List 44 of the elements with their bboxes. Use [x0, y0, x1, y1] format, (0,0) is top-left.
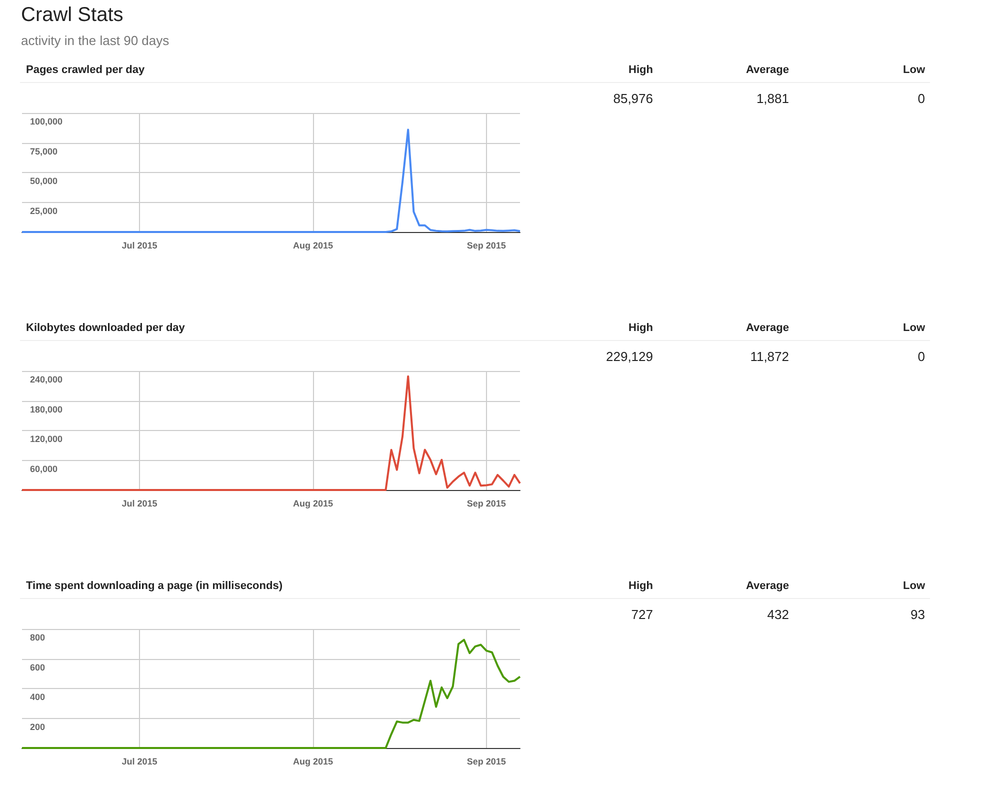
- text: Low: [903, 580, 925, 592]
- chart-title: Crawl Stats: [21, 4, 124, 27]
- y-tick-label: 25,000: [30, 206, 58, 216]
- x-tick-label: Jul 2015: [122, 756, 158, 766]
- text: 432: [767, 607, 789, 622]
- y-tick-label: 800: [30, 632, 46, 642]
- text: High: [628, 580, 653, 592]
- text: 1,881: [756, 91, 789, 106]
- x-tick-label: Aug 2015: [292, 240, 333, 250]
- y-tick-label: 240,000: [30, 374, 63, 384]
- y-tick-label: 180,000: [30, 404, 63, 414]
- text: 727: [631, 607, 653, 622]
- x-tick-label: Aug 2015: [292, 498, 333, 508]
- text: 229,129: [606, 349, 653, 364]
- chart-subtitle: activity in the last 90 days: [21, 33, 170, 48]
- x-tick-label: Sep 2015: [466, 498, 506, 508]
- y-tick-label: 100,000: [30, 116, 63, 126]
- y-axis-title: Pages crawled per day: [26, 64, 145, 76]
- text: Low: [903, 64, 925, 76]
- text: High: [628, 322, 653, 334]
- y-tick-label: 200: [30, 722, 46, 732]
- y-tick-label: 120,000: [30, 434, 63, 444]
- x-tick-label: Sep 2015: [466, 756, 506, 766]
- x-tick-label: Jul 2015: [122, 240, 158, 250]
- y-tick-label: 600: [30, 662, 46, 672]
- y-axis-title: Kilobytes downloaded per day: [26, 322, 185, 334]
- y-tick-label: 60,000: [30, 464, 58, 474]
- text: 0: [918, 349, 925, 364]
- x-tick-label: Sep 2015: [466, 240, 506, 250]
- text: 85,976: [613, 91, 653, 106]
- x-tick-label: Jul 2015: [122, 498, 158, 508]
- y-tick-label: 400: [30, 692, 46, 702]
- text: Average: [746, 64, 789, 76]
- text: 0: [918, 91, 925, 106]
- y-tick-label: 75,000: [30, 146, 58, 156]
- text: Average: [746, 580, 789, 592]
- text: 11,872: [750, 349, 789, 364]
- y-axis-title: Time spent downloading a page (in milliseconds): [26, 580, 282, 592]
- text: 93: [910, 607, 925, 622]
- x-tick-label: Aug 2015: [292, 756, 333, 766]
- text: Average: [746, 322, 789, 334]
- y-tick-label: 50,000: [30, 176, 58, 186]
- text: Low: [903, 322, 925, 334]
- text: High: [628, 64, 653, 76]
